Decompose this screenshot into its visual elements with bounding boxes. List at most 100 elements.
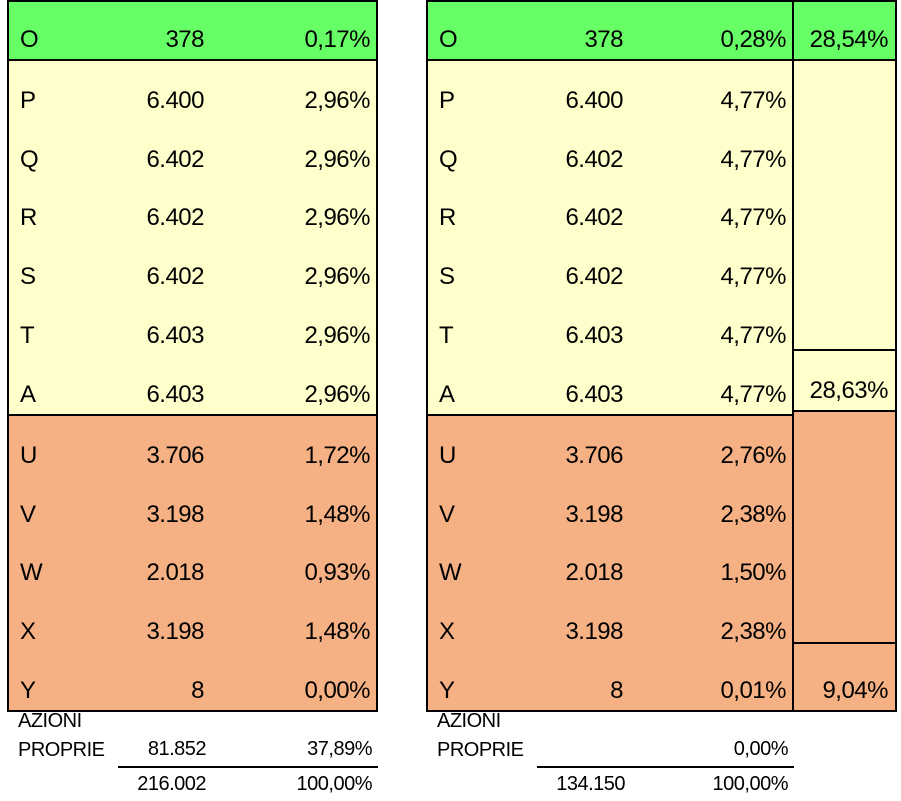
row-percent-cell[interactable]: 2,38% (720, 618, 786, 646)
row-value-cell[interactable]: 6.402 (565, 204, 623, 232)
row-percent-cell[interactable]: 2,96% (304, 380, 370, 408)
row-percent-cell[interactable]: 2,76% (720, 441, 786, 469)
row-percent-cell[interactable]: 2,96% (304, 204, 370, 232)
row-label-cell[interactable]: W (439, 559, 462, 587)
row-value-cell[interactable]: 3.198 (565, 618, 623, 646)
row-value-cell[interactable]: 3.198 (146, 500, 204, 528)
row-label-cell[interactable]: T (20, 322, 35, 350)
row-percent-cell[interactable]: 0,93% (304, 559, 370, 587)
row-value-cell[interactable]: 378 (584, 26, 623, 53)
total-percent-cell[interactable]: 100,00% (296, 773, 373, 795)
row-percent-cell[interactable]: 0,00% (304, 676, 370, 704)
row-percent-cell[interactable]: 1,50% (720, 559, 786, 587)
row-label-cell[interactable]: X (439, 618, 455, 646)
summary-orange-empty-cell[interactable] (794, 412, 895, 644)
row-percent-cell[interactable]: 4,77% (720, 204, 786, 232)
row-percent-cell[interactable]: 2,96% (304, 263, 370, 291)
row-value-cell[interactable]: 6.402 (565, 263, 623, 291)
azioni-proprie-percent-cell[interactable]: 0,00% (733, 738, 789, 760)
row-label-cell[interactable]: P (20, 86, 36, 114)
summary-cream-percent-cell[interactable]: 28,63% (794, 351, 895, 412)
row-value-cell[interactable]: 8 (610, 676, 623, 704)
right-orange-band: U 3.706 2,76% V 3.198 2,38% W 2.018 1,50% X 3.198 2… (428, 416, 792, 710)
row-label-cell[interactable]: S (439, 263, 455, 291)
row-value-cell[interactable]: 3.198 (146, 618, 204, 646)
row-value-cell[interactable]: 6.403 (146, 322, 204, 350)
row-label-cell[interactable]: O (20, 26, 39, 53)
right-green-band: O 378 0,28% (428, 2, 792, 61)
azioni-proprie-percent-cell[interactable]: 37,89% (307, 738, 372, 760)
row-value-cell[interactable]: 6.402 (146, 263, 204, 291)
row-label-cell[interactable]: A (20, 380, 36, 408)
total-values: 216.002 100,00% (118, 773, 378, 796)
row-label-cell[interactable]: W (20, 559, 43, 587)
row-label-cell[interactable]: S (20, 263, 36, 291)
table-row: P 6.400 4,77% (428, 61, 792, 120)
row-percent-cell[interactable]: 0,17% (304, 26, 370, 53)
total-value-cell[interactable]: 216.002 (137, 773, 206, 795)
row-percent-cell[interactable]: 4,77% (720, 145, 786, 173)
row-value-cell[interactable]: 3.198 (565, 500, 623, 528)
row-label-cell[interactable]: O (439, 26, 458, 53)
row-label-cell[interactable]: U (439, 441, 456, 469)
azioni-proprie-values: 81.852 37,89% (118, 733, 378, 768)
proprie-label: PROPRIE (18, 739, 105, 761)
summary-green-percent-cell[interactable]: 28,54% (794, 2, 895, 61)
row-value-cell[interactable]: 6.403 (565, 322, 623, 350)
azioni-label: AZIONI (18, 710, 82, 732)
row-value-cell[interactable]: 6.402 (565, 145, 623, 173)
azioni-proprie-value-cell[interactable]: 81.852 (147, 738, 207, 760)
row-label-cell[interactable]: X (20, 618, 36, 646)
row-label-cell[interactable]: V (20, 500, 36, 528)
row-value-cell[interactable]: 6.403 (565, 380, 623, 408)
row-value-cell[interactable]: 3.706 (565, 441, 623, 469)
row-value-cell[interactable]: 6.402 (146, 204, 204, 232)
proprie-label: PROPRIE (437, 739, 524, 761)
right-table-footer: AZIONI PROPRIE 0,00% 134.150 100,00% (426, 710, 794, 798)
row-percent-cell[interactable]: 0,01% (720, 676, 786, 704)
row-value-cell[interactable]: 6.403 (146, 380, 204, 408)
row-percent-cell[interactable]: 2,96% (304, 86, 370, 114)
summary-cream-empty-cell[interactable] (794, 61, 895, 351)
row-label-cell[interactable]: Q (20, 145, 39, 173)
row-label-cell[interactable]: T (439, 322, 454, 350)
row-value-cell[interactable]: 8 (191, 676, 204, 704)
row-label-cell[interactable]: Q (439, 145, 458, 173)
row-percent-cell[interactable]: 4,77% (720, 86, 786, 114)
row-percent-cell[interactable]: 1,48% (304, 618, 370, 646)
row-label-cell[interactable]: V (439, 500, 455, 528)
row-percent-cell[interactable]: 4,77% (720, 322, 786, 350)
azioni-label: AZIONI (437, 710, 501, 732)
total-value-cell[interactable]: 134.150 (556, 773, 625, 795)
row-value-cell[interactable]: 3.706 (146, 441, 204, 469)
table-row: W 2.018 0,93% (9, 534, 376, 593)
table-row: U 3.706 1,72% (9, 416, 376, 475)
row-value-cell[interactable]: 2.018 (565, 559, 623, 587)
summary-orange-percent-cell[interactable]: 9,04% (794, 644, 895, 710)
table-row: Y 8 0,00% (9, 651, 376, 710)
shareholders-table-left: O 378 0,17% P 6.400 2,96% Q 6.402 2,96% R 6.402 2,… (7, 0, 378, 712)
table-row: A 6.403 4,77% (428, 355, 792, 414)
row-value-cell[interactable]: 6.400 (565, 86, 623, 114)
row-value-cell[interactable]: 6.400 (146, 86, 204, 114)
row-label-cell[interactable]: R (20, 204, 37, 232)
row-label-cell[interactable]: Y (20, 676, 36, 704)
row-label-cell[interactable]: Y (439, 676, 455, 704)
row-percent-cell[interactable]: 1,72% (304, 441, 370, 469)
row-percent-cell[interactable]: 2,38% (720, 500, 786, 528)
row-label-cell[interactable]: U (20, 441, 37, 469)
row-percent-cell[interactable]: 1,48% (304, 500, 370, 528)
total-percent-cell[interactable]: 100,00% (712, 773, 789, 795)
row-label-cell[interactable]: R (439, 204, 456, 232)
row-value-cell[interactable]: 378 (165, 26, 204, 53)
row-label-cell[interactable]: P (439, 86, 455, 114)
row-percent-cell[interactable]: 0,28% (720, 26, 786, 53)
row-label-cell[interactable]: A (439, 380, 455, 408)
row-percent-cell[interactable]: 4,77% (720, 263, 786, 291)
row-percent-cell[interactable]: 2,96% (304, 145, 370, 173)
row-value-cell[interactable]: 6.402 (146, 145, 204, 173)
row-value-cell[interactable]: 2.018 (146, 559, 204, 587)
row-percent-cell[interactable]: 4,77% (720, 380, 786, 408)
row-percent-cell[interactable]: 2,96% (304, 322, 370, 350)
